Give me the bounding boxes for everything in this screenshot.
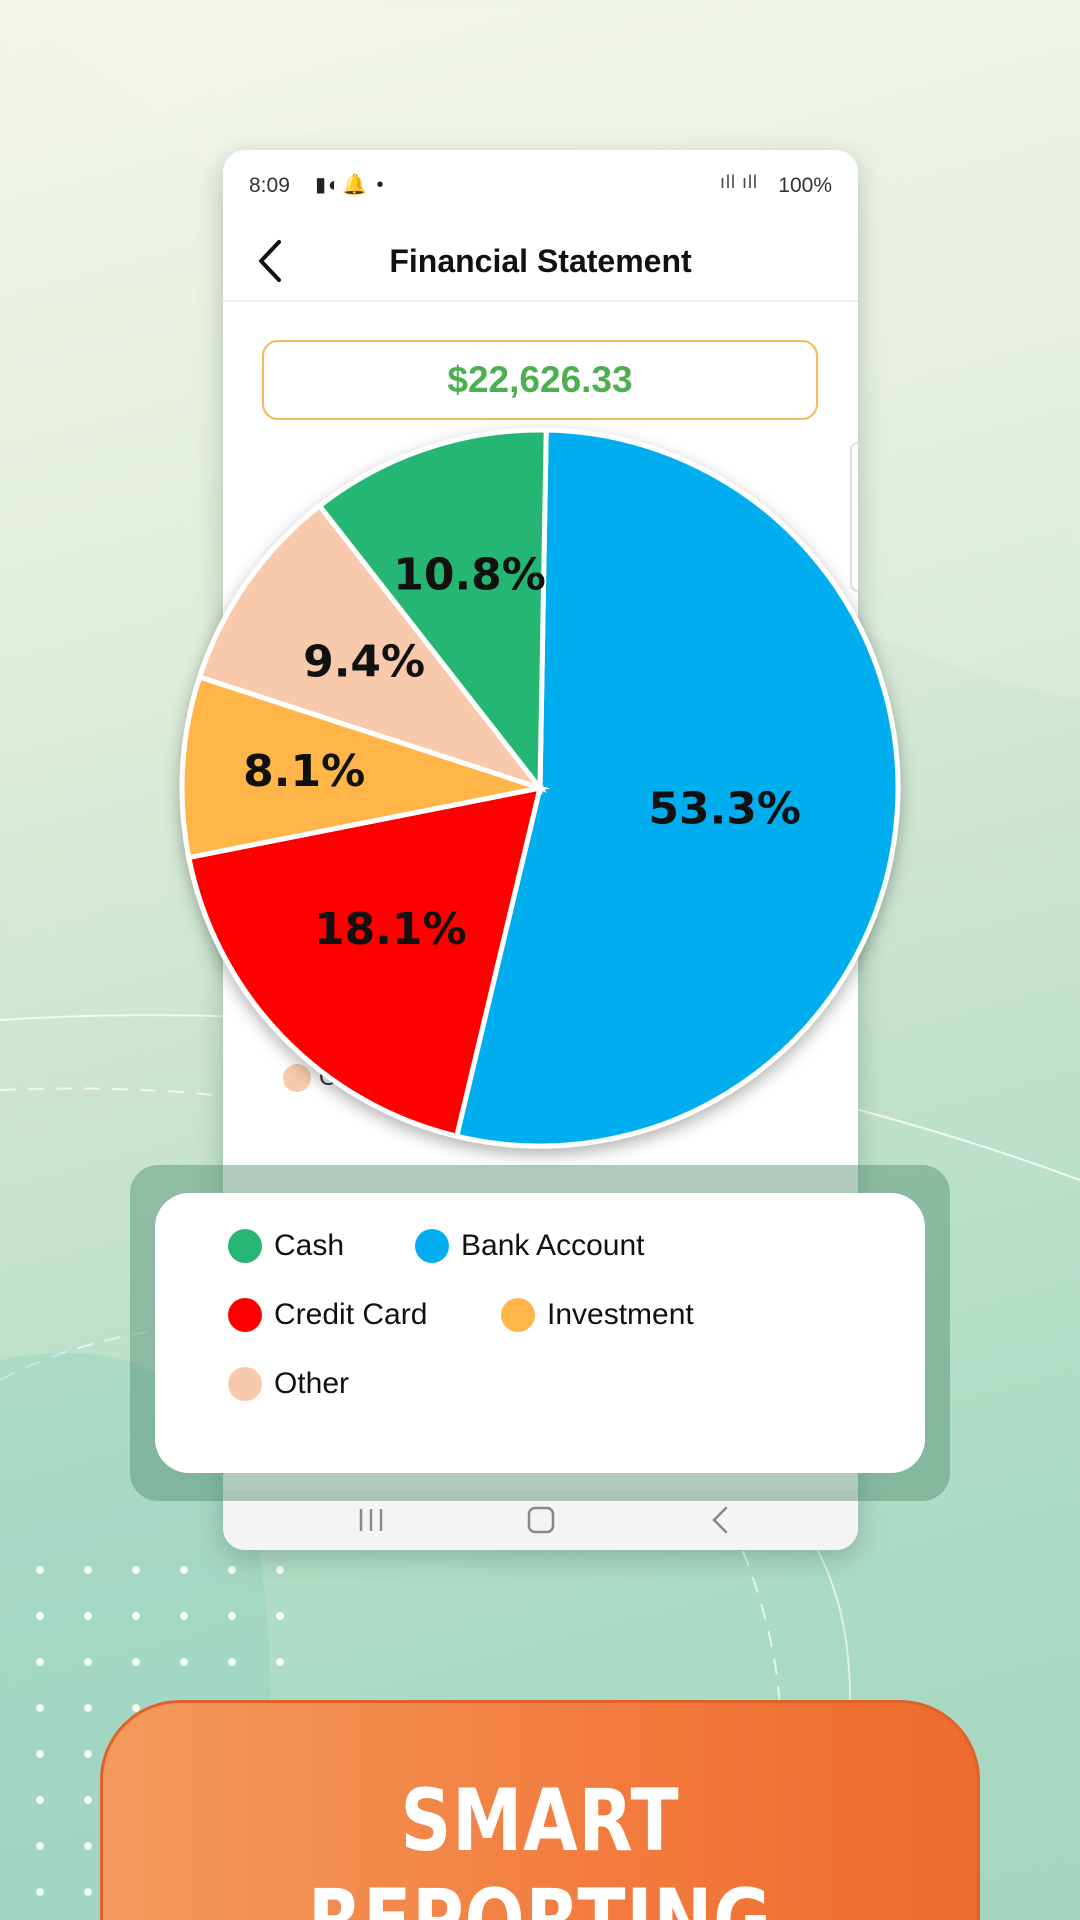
recent-apps-icon — [359, 1509, 383, 1531]
notification-icons: ▮◐🔔 • — [315, 174, 386, 196]
pie-slice-investment[interactable] — [179, 673, 550, 861]
legend-item-bank-account: Bank Account — [415, 1229, 644, 1263]
promo-banner: SMART REPORTING — [100, 1700, 980, 1920]
legend-label: Credit Card — [274, 1298, 428, 1331]
bank-account-dot-icon — [415, 1229, 449, 1263]
home-button[interactable] — [521, 1504, 561, 1536]
other-dot-icon — [283, 1064, 311, 1092]
slice-label-cash: 10.8% — [393, 550, 546, 601]
back-button[interactable] — [245, 236, 295, 286]
chart-legend: Cash Bank Account Credit Card Investment… — [155, 1193, 925, 1473]
chevron-left-icon — [259, 240, 281, 282]
legend-item-other: Other — [228, 1367, 349, 1401]
page-title: Financial Statement — [389, 243, 692, 279]
slice-label-credit-card: 18.1% — [314, 904, 467, 955]
banner-title: SMART REPORTING — [308, 1771, 771, 1920]
app-header: Financial Statement — [223, 222, 858, 302]
pie-slice-credit-card[interactable] — [185, 784, 544, 1140]
credit-card-dot-icon — [228, 1298, 262, 1332]
legend-label: Other — [274, 1367, 350, 1400]
slice-label-bank-account: 53.3% — [648, 783, 801, 834]
nav-back-button[interactable] — [701, 1504, 741, 1536]
slice-label-other: 9.4% — [303, 637, 425, 688]
legend-label: Bank Account — [461, 1229, 645, 1262]
side-tab[interactable] — [850, 442, 858, 592]
back-icon — [712, 1506, 728, 1534]
other-dot-icon — [228, 1367, 262, 1401]
pie-chart: 53.3% 18.1% 8.1% 9.4% 10.8% — [179, 427, 901, 1149]
legend-label: Investment — [547, 1298, 694, 1331]
signal-icon: ıll ıll — [720, 172, 758, 192]
system-nav-bar — [223, 1490, 858, 1550]
status-time: 8:09 — [249, 174, 290, 197]
cash-dot-icon — [228, 1229, 262, 1263]
pie-slice-cash[interactable] — [316, 427, 549, 796]
investment-dot-icon — [501, 1298, 535, 1332]
battery-level: 100% — [778, 174, 832, 197]
pie-slice-other[interactable] — [196, 502, 548, 793]
legend-item-cash: Cash — [228, 1229, 344, 1263]
total-balance: $22,626.33 — [262, 340, 818, 420]
slice-label-investment: 8.1% — [243, 746, 365, 797]
status-bar: 8:09 ▮◐🔔 • ıll ıll 100% — [223, 150, 858, 222]
legend-label: Cash — [274, 1229, 345, 1262]
legend-item-credit-card: Credit Card — [228, 1298, 427, 1332]
home-icon — [527, 1506, 555, 1534]
legend-item-investment: Investment — [501, 1298, 694, 1332]
recent-apps-button[interactable] — [351, 1504, 391, 1536]
pie-slice-bank-account[interactable] — [453, 427, 901, 1149]
